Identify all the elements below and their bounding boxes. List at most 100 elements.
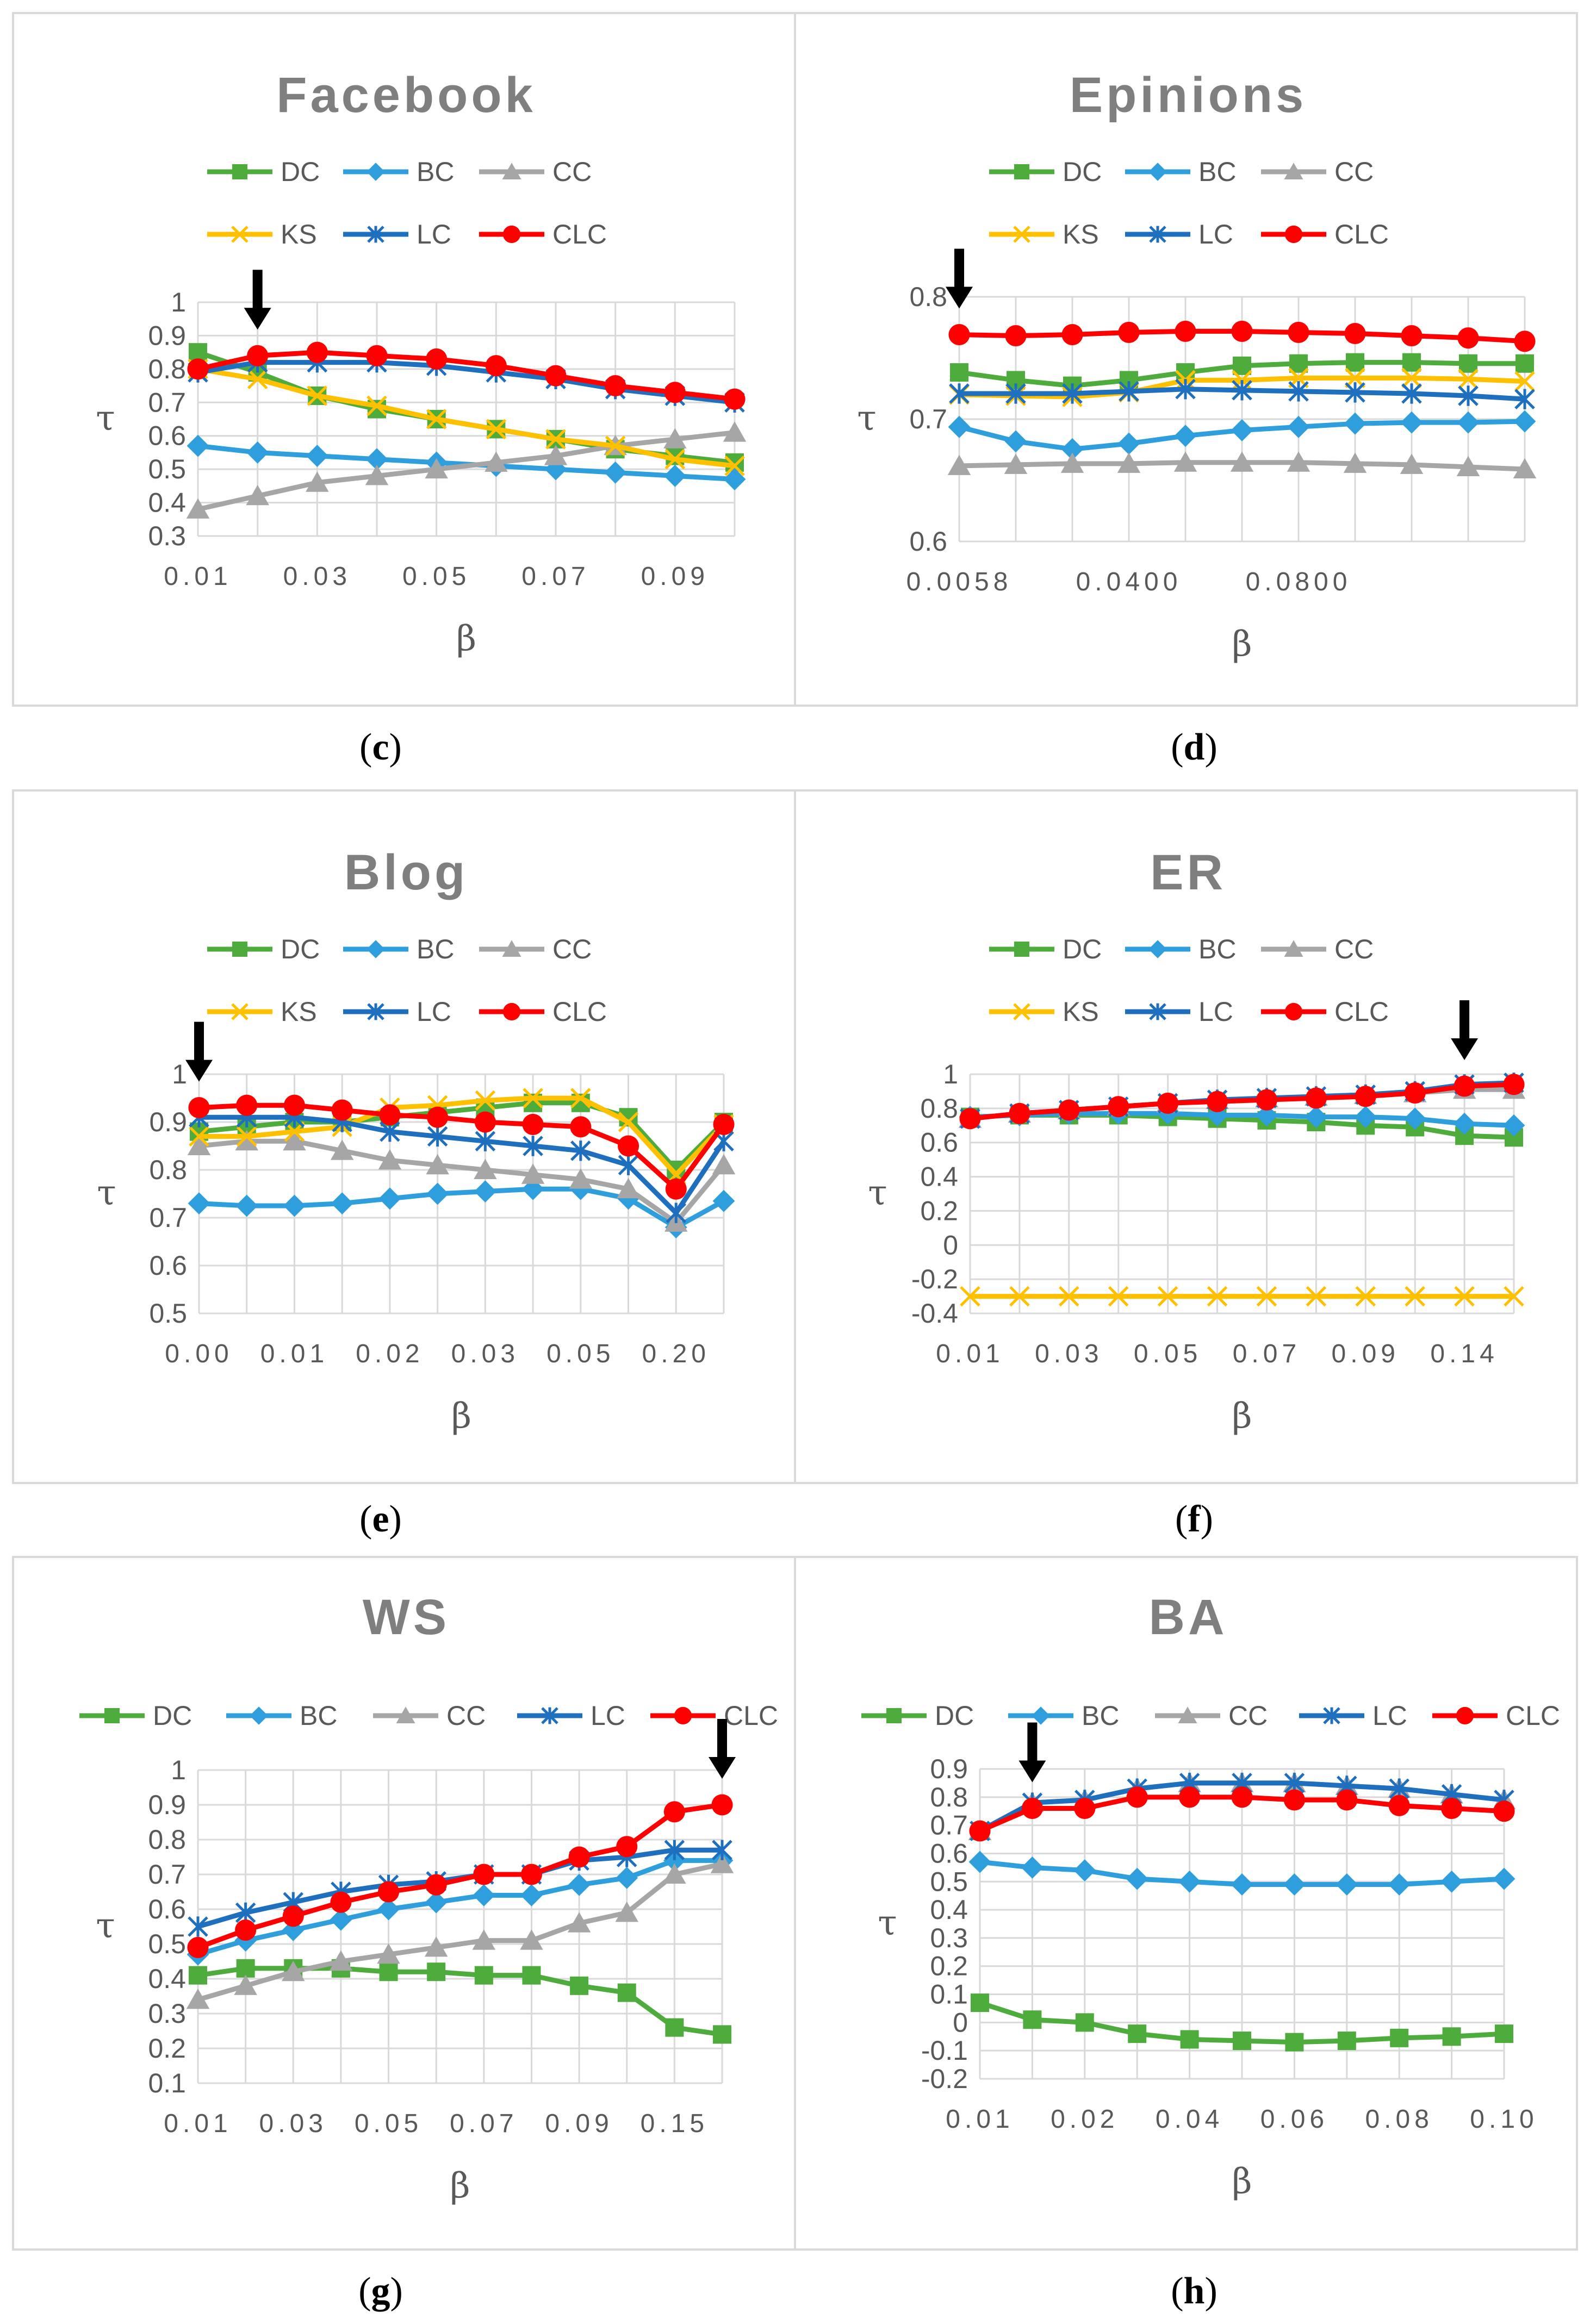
data-point-clc <box>948 323 970 346</box>
data-point-cc <box>521 1163 545 1184</box>
panel-blog: Blog DC BC CC KS LC CLC 0.5 0.6 0.7 0.8 0.9 1 0.00 0.0… <box>12 789 796 1484</box>
data-point-bc <box>330 1908 352 1931</box>
data-point-ks <box>1157 1286 1178 1307</box>
data-point-bc <box>1388 1873 1411 1896</box>
y-tick-label: -0.2 <box>911 1264 958 1294</box>
legend-label-ks: KS <box>1063 996 1099 1027</box>
data-point-cc <box>186 1989 210 2009</box>
data-point-cc <box>282 1960 305 1982</box>
data-point-clc <box>1231 1786 1253 1808</box>
chart-ba: BA DC BC CC LC CLC -0.2-0.100.10.20.30.40.50.6… <box>861 1590 1560 2202</box>
marker-stroke <box>486 419 507 440</box>
data-point-ks <box>475 1090 496 1111</box>
data-point-cc <box>615 1902 638 1922</box>
marker-stroke <box>1405 1286 1425 1307</box>
chart-epinions: Epinions DC BC CC KS LC CLC 0.6 0.7 0.8 0.0058 0.04… <box>857 67 1537 664</box>
x-tick-label: 0.09 <box>641 562 709 591</box>
y-tick-label: 0.9 <box>149 1107 187 1137</box>
data-point-clc <box>1454 1075 1475 1097</box>
data-point-lc <box>1458 385 1479 406</box>
caption-letter: f <box>1188 1498 1201 1540</box>
data-point-clc <box>665 1178 687 1200</box>
legend-label-lc: LC <box>1198 219 1233 250</box>
data-point-ks <box>307 385 328 406</box>
legend-label-clc: CLC <box>1334 219 1389 250</box>
data-point-cc <box>235 1130 258 1151</box>
marker-stroke <box>1013 1003 1030 1020</box>
chart-title: Facebook <box>276 67 536 123</box>
data-point-bc <box>1174 425 1197 447</box>
data-point-cc <box>485 451 508 472</box>
data-point-ks <box>1401 367 1422 389</box>
data-point-lc <box>664 1840 685 1860</box>
y-axis-label: τ <box>96 398 115 439</box>
data-point-cc <box>1287 451 1310 472</box>
arrow-head <box>709 1757 736 1779</box>
legend-label-ks: KS <box>1063 219 1099 250</box>
legend-marker-bc <box>367 940 385 958</box>
legend-label-bc: BC <box>417 157 454 187</box>
data-point-clc <box>522 1113 544 1135</box>
legend-marker-lc <box>1149 226 1166 243</box>
data-point-clc <box>568 1846 590 1868</box>
x-tick-label: 0.02 <box>1051 2105 1119 2134</box>
data-point-bc <box>968 1851 991 1873</box>
chart-title: Blog <box>344 845 468 900</box>
caption-f: (f) <box>1175 1498 1213 1540</box>
y-tick-label: 0.1 <box>930 1979 968 2010</box>
data-point-bc <box>1403 1107 1426 1130</box>
legend-marker-lc <box>367 1003 384 1020</box>
x-tick-label: 0.01 <box>946 2105 1014 2134</box>
data-point-dc <box>474 1966 493 1985</box>
data-point-clc <box>1514 331 1536 352</box>
data-point-clc <box>1336 1789 1358 1811</box>
chart-title: Epinions <box>1070 67 1307 123</box>
data-point-clc <box>663 1801 685 1823</box>
y-tick-label: 1 <box>943 1059 958 1089</box>
y-tick-label: 0.5 <box>148 454 186 484</box>
data-point-clc <box>1179 1786 1201 1808</box>
data-point-ks <box>1514 371 1535 392</box>
marker-stroke <box>1256 1286 1277 1307</box>
data-point-bc <box>188 1192 210 1214</box>
x-tick-label: 0.01 <box>164 2109 232 2138</box>
data-point-dc <box>236 1959 255 1978</box>
data-point-dc <box>1337 2032 1356 2051</box>
data-point-cc <box>520 1929 543 1950</box>
y-tick-label: 0.4 <box>148 1964 186 1994</box>
marker-stroke <box>236 1126 257 1147</box>
y-tick-label: 0.1 <box>148 2068 186 2098</box>
data-point-dc <box>1516 354 1534 373</box>
x-tick-label: 0.09 <box>545 2109 613 2138</box>
legend-label-bc: BC <box>417 934 454 964</box>
data-point-clc <box>379 1104 401 1126</box>
x-tick-label: 0.14 <box>1430 1339 1498 1368</box>
x-tick-label: 0.06 <box>1260 2105 1328 2134</box>
data-point-clc <box>1021 1797 1043 1820</box>
data-point-clc <box>1256 1089 1278 1111</box>
data-point-clc <box>570 1116 592 1138</box>
x-tick-label: 0.07 <box>521 562 589 591</box>
x-tick-label: 0.05 <box>546 1339 614 1368</box>
data-point-ks <box>236 1126 257 1147</box>
marker-stroke <box>1157 1286 1178 1307</box>
legend-label-clc: CLC <box>552 219 607 250</box>
data-point-lc <box>523 1136 543 1156</box>
data-point-cc <box>617 1177 640 1199</box>
x-axis-label: β <box>1232 2161 1252 2202</box>
y-tick-label: 0.9 <box>148 320 186 351</box>
data-point-cc <box>426 1154 449 1175</box>
arrow-shaft <box>1459 1000 1470 1041</box>
legend-marker-bc <box>1148 940 1167 958</box>
data-point-ks <box>1345 367 1365 389</box>
data-point-clc <box>1305 1087 1327 1109</box>
data-point-clc <box>283 1094 306 1116</box>
data-point-lc <box>1119 381 1139 402</box>
arrow-shaft <box>717 1719 727 1760</box>
y-tick-label: 0.7 <box>930 1810 968 1841</box>
y-tick-label: 0.6 <box>930 1838 968 1868</box>
arrow-shaft <box>194 1021 204 1063</box>
caption-letter: e <box>372 1498 389 1540</box>
chart-blog: Blog DC BC CC KS LC CLC 0.5 0.6 0.7 0.8 0.9 1 0.00 0.0… <box>97 845 736 1436</box>
data-point-lc <box>1514 389 1535 409</box>
